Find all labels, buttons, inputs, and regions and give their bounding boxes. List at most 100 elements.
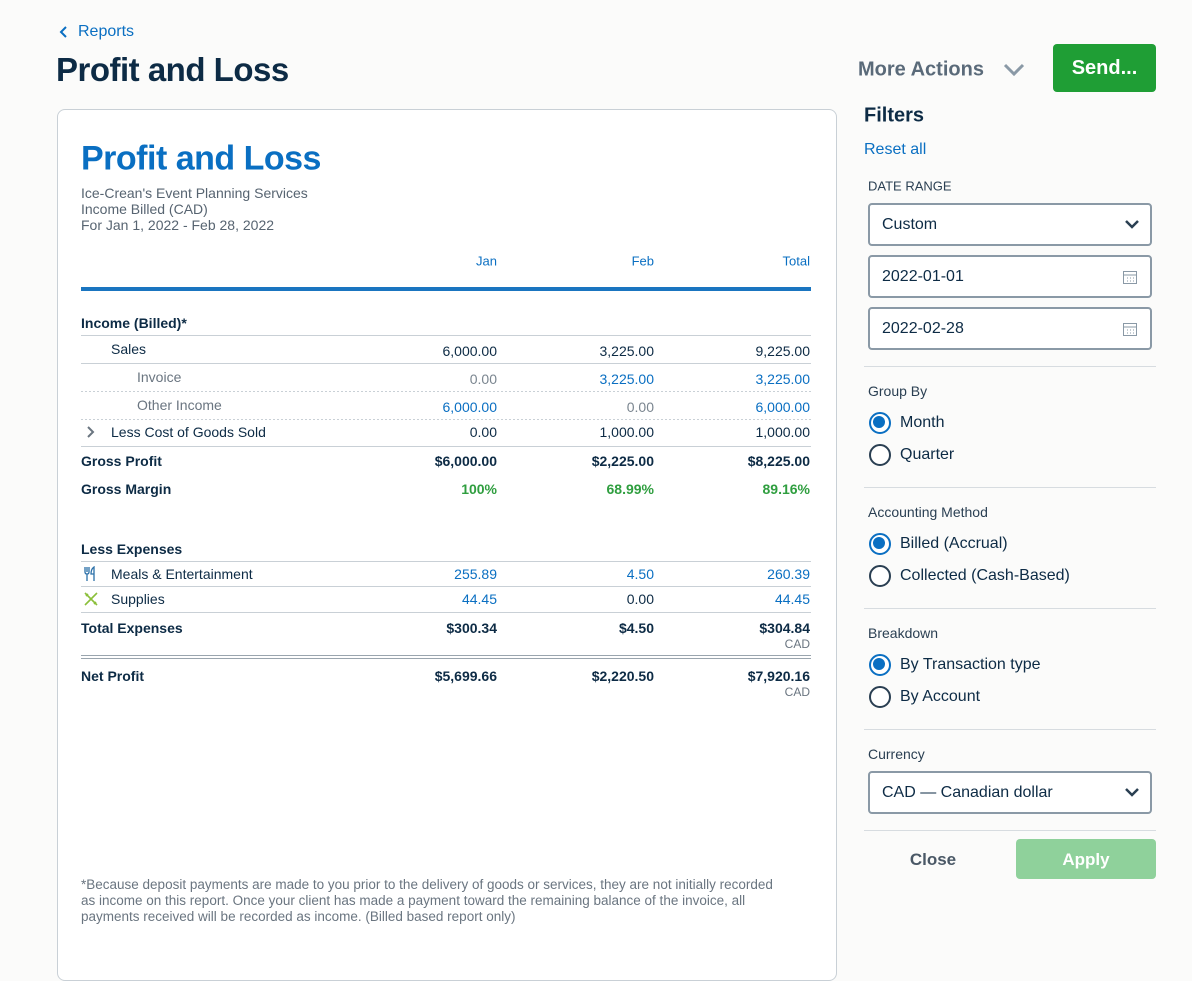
row-label: Gross Profit (81, 453, 162, 469)
calendar-icon (1123, 323, 1137, 336)
row-separator (81, 612, 811, 613)
row-value: 6,000.00 (442, 343, 498, 359)
row-value: 1,000.00 (755, 424, 811, 440)
row-label: Supplies (111, 591, 165, 607)
row-value: $300.34 (446, 620, 497, 636)
row-label: Less Expenses (81, 541, 183, 557)
close-button[interactable]: Close (909, 850, 957, 869)
currency-label: Currency (868, 746, 925, 762)
row-value: $2,225.00 (591, 453, 654, 469)
row-label: Net Profit (81, 668, 144, 684)
input-value: 2022-01-01 (882, 268, 964, 285)
separator (864, 366, 1156, 367)
page: {"header": {"back_link": "Reports", "tit… (56, 23, 1156, 981)
radio-label[interactable]: Month (900, 414, 945, 431)
radio-label[interactable]: By Transaction type (900, 656, 1041, 673)
row-label: Meals & Entertainment (111, 566, 253, 582)
currency-select[interactable]: CAD — Canadian dollar (868, 771, 1152, 814)
date-range-select[interactable]: Custom (868, 203, 1152, 246)
select-chevron (1125, 220, 1139, 229)
basis: Income Billed (CAD) (81, 201, 208, 217)
column-header: Total (782, 253, 810, 269)
row-label: Other Income (137, 397, 222, 413)
more-actions-chevron[interactable] (1003, 62, 1025, 78)
report-title: Profit and Loss (81, 139, 321, 178)
input-value: 2022-02-28 (882, 320, 964, 337)
row-value: 3,225.00 (755, 371, 811, 387)
radio-label[interactable]: By Account (900, 688, 981, 705)
row-value: 0.00 (626, 591, 654, 607)
row-value: 6,000.00 (755, 399, 811, 415)
radio-button[interactable] (869, 565, 891, 587)
apply-label: Apply (1062, 850, 1110, 869)
calendar-icon (1123, 271, 1137, 284)
row-separator (81, 335, 811, 336)
back-chevron[interactable] (58, 25, 70, 39)
row-separator (81, 586, 811, 587)
send-label: Send... (1071, 57, 1138, 79)
row-value: 0.00 (469, 424, 497, 440)
row-separator (81, 561, 811, 562)
radio-label[interactable]: Billed (Accrual) (900, 535, 1008, 552)
row-value: $4.50 (618, 620, 654, 636)
row-label: Sales (111, 341, 147, 357)
row-value: 4.50 (626, 566, 654, 582)
row-value: $7,920.16 (747, 668, 810, 684)
separator (864, 487, 1156, 488)
currency-note: CAD (784, 637, 810, 651)
row-separator (81, 419, 811, 420)
row-value: 100% (461, 481, 497, 497)
expand-chevron[interactable] (84, 425, 96, 439)
row-label: Invoice (137, 369, 182, 385)
row-value: 44.45 (774, 591, 810, 607)
filters-title: Filters (864, 104, 925, 127)
radio-button[interactable] (869, 686, 891, 708)
row-separator (81, 363, 811, 364)
page-title: Profit and Loss (56, 51, 289, 88)
radio-button[interactable] (869, 412, 891, 434)
column-header: Jan (476, 253, 497, 269)
supplies-icon (84, 592, 98, 606)
row-value: $8,225.00 (747, 453, 810, 469)
reset-all[interactable]: Reset all (864, 141, 927, 158)
radio-label[interactable]: Quarter (900, 446, 955, 463)
send-button[interactable]: Send... (1053, 44, 1156, 92)
row-value: 260.39 (767, 566, 810, 582)
row-value: $6,000.00 (434, 453, 497, 469)
row-value: $2,220.50 (591, 668, 654, 684)
apply-button[interactable]: Apply (1016, 839, 1156, 879)
row-value: 89.16% (762, 481, 810, 497)
back-link[interactable]: Reports (78, 23, 135, 40)
footnote: *Because deposit payments are made to yo… (81, 877, 773, 924)
select-chevron (1125, 788, 1139, 797)
more-actions[interactable]: More Actions (858, 58, 984, 81)
separator (864, 729, 1156, 730)
meals-icon (84, 566, 95, 581)
row-value: 6,000.00 (442, 399, 498, 415)
row-value: $304.84 (759, 620, 810, 636)
date-range-label: DATE RANGE (868, 178, 952, 194)
radio-button[interactable] (869, 654, 891, 676)
header-rule (81, 287, 811, 291)
start-date-input[interactable]: 2022-01-01 (868, 255, 1152, 298)
radio-button[interactable] (869, 444, 891, 466)
select-value: Custom (882, 216, 938, 233)
row-value: 44.45 (461, 591, 497, 607)
double-rule (81, 655, 811, 659)
report-card (57, 109, 837, 981)
row-value: $5,699.66 (434, 668, 497, 684)
column-header: Feb (631, 253, 654, 269)
radio-label[interactable]: Collected (Cash-Based) (900, 567, 1070, 584)
period: For Jan 1, 2022 - Feb 28, 2022 (81, 217, 275, 233)
row-value: 0.00 (469, 371, 497, 387)
select-value: CAD — Canadian dollar (882, 784, 1053, 801)
group-label: Accounting Method (868, 504, 988, 520)
separator (864, 608, 1156, 609)
row-value: 68.99% (606, 481, 654, 497)
end-date-input[interactable]: 2022-02-28 (868, 307, 1152, 350)
radio-button[interactable] (869, 533, 891, 555)
row-value: 255.89 (454, 566, 497, 582)
row-separator (81, 446, 811, 447)
row-separator (81, 391, 811, 392)
row-value: 3,225.00 (599, 371, 655, 387)
